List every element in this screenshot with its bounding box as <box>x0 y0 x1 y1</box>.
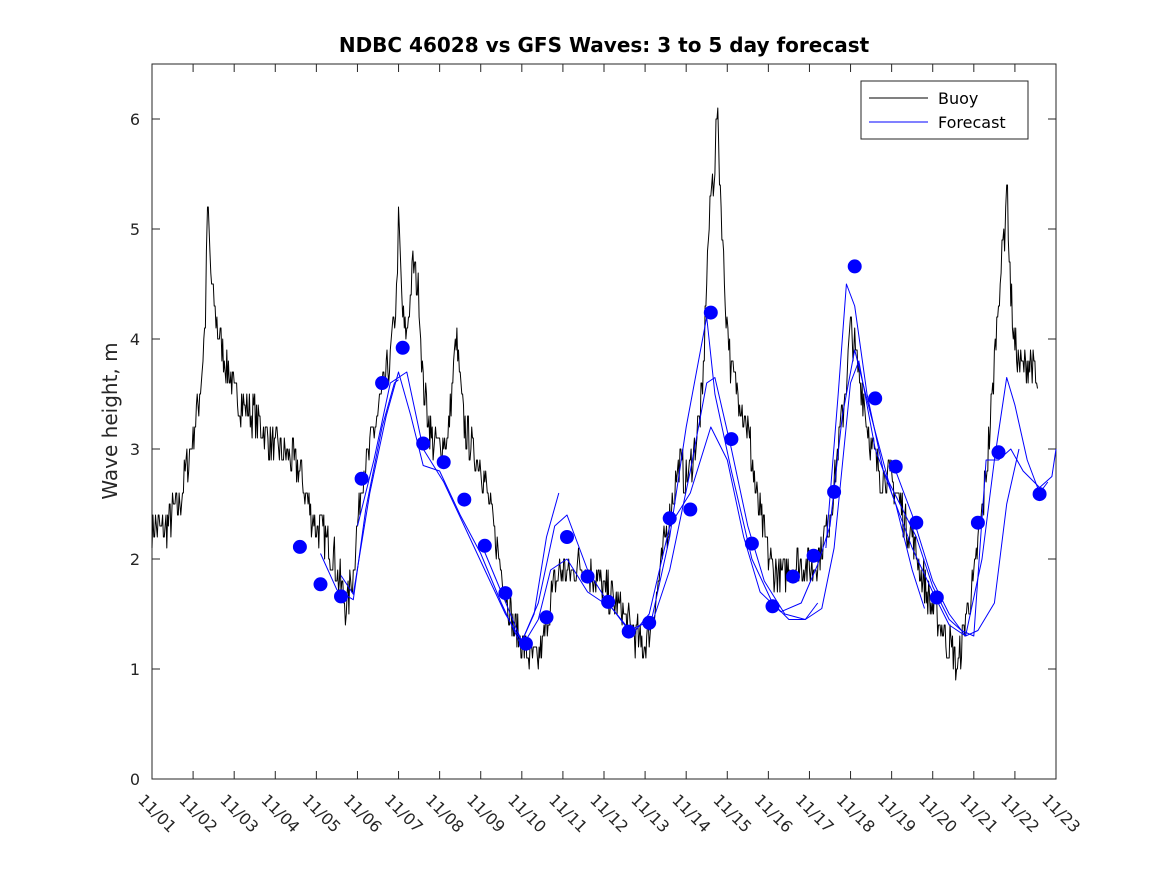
forecast-marker <box>642 615 657 630</box>
forecast-marker <box>827 484 842 499</box>
y-tick-label: 4 <box>130 330 140 349</box>
forecast-marker <box>334 589 348 604</box>
y-tick-label: 2 <box>130 550 140 569</box>
forecast-marker <box>1032 487 1047 502</box>
forecast-marker <box>560 530 574 544</box>
series-layer <box>151 107 1057 681</box>
forecast-series-line <box>648 316 819 631</box>
forecast-marker <box>662 511 677 526</box>
y-tick-label: 1 <box>130 660 140 679</box>
forecast-marker <box>765 599 780 614</box>
forecast-marker <box>888 459 903 474</box>
marker-layer <box>292 259 1047 651</box>
forecast-marker <box>292 539 307 554</box>
y-ticks: 0 1 2 3 4 5 6 <box>130 110 1056 789</box>
forecast-marker <box>354 471 369 486</box>
forecast-marker <box>744 536 759 551</box>
forecast-marker <box>724 432 739 447</box>
y-axis-label: Wave height, m <box>98 342 122 499</box>
forecast-marker <box>909 515 924 530</box>
forecast-marker <box>518 636 533 651</box>
forecast-marker <box>580 569 595 584</box>
forecast-marker <box>868 391 883 406</box>
y-tick-label: 6 <box>130 110 140 129</box>
forecast-marker <box>375 376 390 390</box>
forecast-marker <box>457 492 472 507</box>
legend-box <box>860 80 1029 140</box>
forecast-marker <box>806 548 821 563</box>
forecast-marker <box>786 569 800 584</box>
y-tick-label: 5 <box>130 220 140 239</box>
forecast-marker <box>683 502 698 517</box>
forecast-marker <box>313 577 328 592</box>
y-tick-label: 3 <box>130 440 140 459</box>
forecast-series-line <box>340 349 1020 648</box>
forecast-series-line <box>825 283 1057 637</box>
forecast-series-line <box>320 379 399 601</box>
forecast-marker <box>477 538 492 553</box>
forecast-marker <box>970 515 985 530</box>
legend: Buoy Forecast <box>860 80 1029 140</box>
forecast-marker <box>929 590 944 605</box>
forecast-marker <box>539 610 554 625</box>
plot-area <box>151 63 1057 780</box>
y-tick-label: 0 <box>130 770 140 789</box>
forecast-marker <box>395 340 410 355</box>
forecast-marker <box>703 305 718 320</box>
legend-forecast-label: Forecast <box>938 113 1006 132</box>
forecast-marker <box>847 259 862 274</box>
forecast-marker <box>436 455 451 470</box>
forecast-marker <box>991 445 1006 460</box>
forecast-marker <box>621 624 636 639</box>
forecast-marker <box>498 586 513 601</box>
chart-title: NDBC 46028 vs GFS Waves: 3 to 5 day fore… <box>339 33 870 57</box>
legend-buoy-label: Buoy <box>938 89 978 108</box>
forecast-marker <box>601 594 616 609</box>
forecast-series-line <box>480 360 925 642</box>
forecast-series-line <box>891 377 1049 637</box>
forecast-marker <box>416 436 431 451</box>
